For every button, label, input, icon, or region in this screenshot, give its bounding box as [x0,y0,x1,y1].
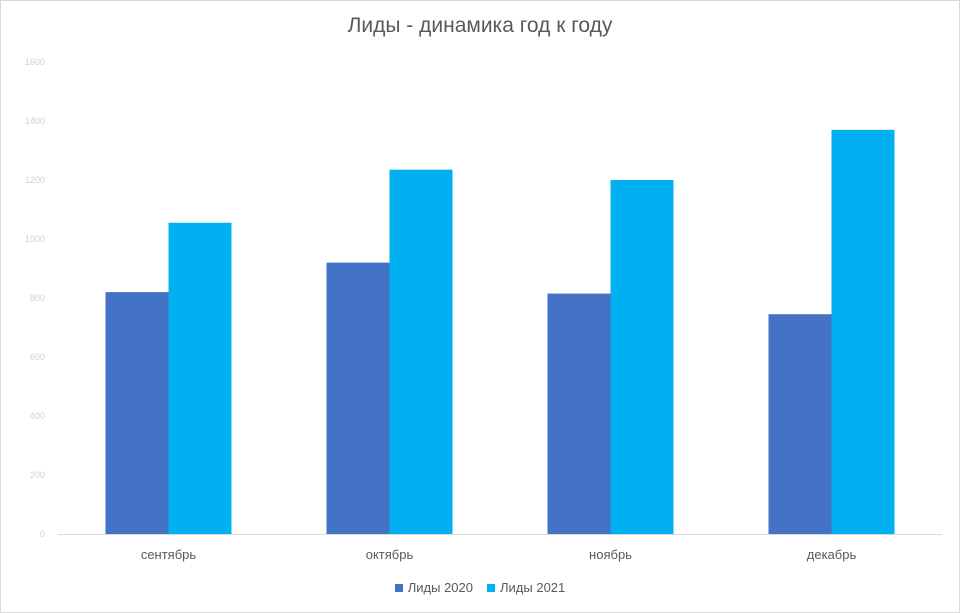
bars-group [105,129,895,535]
x-tick-label: ноябрь [589,547,632,562]
y-tick-label: 200 [30,470,45,480]
y-tick-label: 1600 [25,57,45,67]
bar-2021-3 [831,129,895,534]
bar-2021-2 [610,180,674,534]
legend-swatch-2021 [487,583,495,592]
bar-2021-0 [168,222,232,534]
y-tick-label: 800 [30,293,45,303]
y-tick-label: 0 [40,529,45,539]
x-axis-ticks: сентябрь октябрь ноябрь декабрь [141,547,857,562]
x-tick-label: октябрь [366,547,414,562]
bar-2021-1 [389,169,453,535]
legend-swatch-2020 [394,583,403,592]
y-axis-ticks: 0 200 400 600 800 1000 1200 1400 1600 [25,57,45,539]
y-tick-label: 1000 [25,234,45,244]
y-tick-label: 1400 [25,116,45,126]
legend-label-2020: Лиды 2020 [407,580,473,595]
legend-item-2021: Лиды 2021 [487,580,565,595]
bar-2020-0 [105,292,169,534]
x-tick-label: декабрь [807,547,857,562]
legend: Лиды 2020 Лиды 2021 [0,580,960,595]
bar-2020-1 [326,262,390,534]
x-tick-label: сентябрь [141,547,197,562]
bar-2020-2 [547,293,611,534]
y-tick-label: 600 [30,352,45,362]
legend-item-2020: Лиды 2020 [394,580,473,595]
chart-title: Лиды - динамика год к году [347,14,613,37]
y-tick-label: 400 [30,411,45,421]
legend-label-2021: Лиды 2021 [500,580,566,595]
bar-2020-3 [768,314,832,534]
y-tick-label: 1200 [25,175,45,185]
